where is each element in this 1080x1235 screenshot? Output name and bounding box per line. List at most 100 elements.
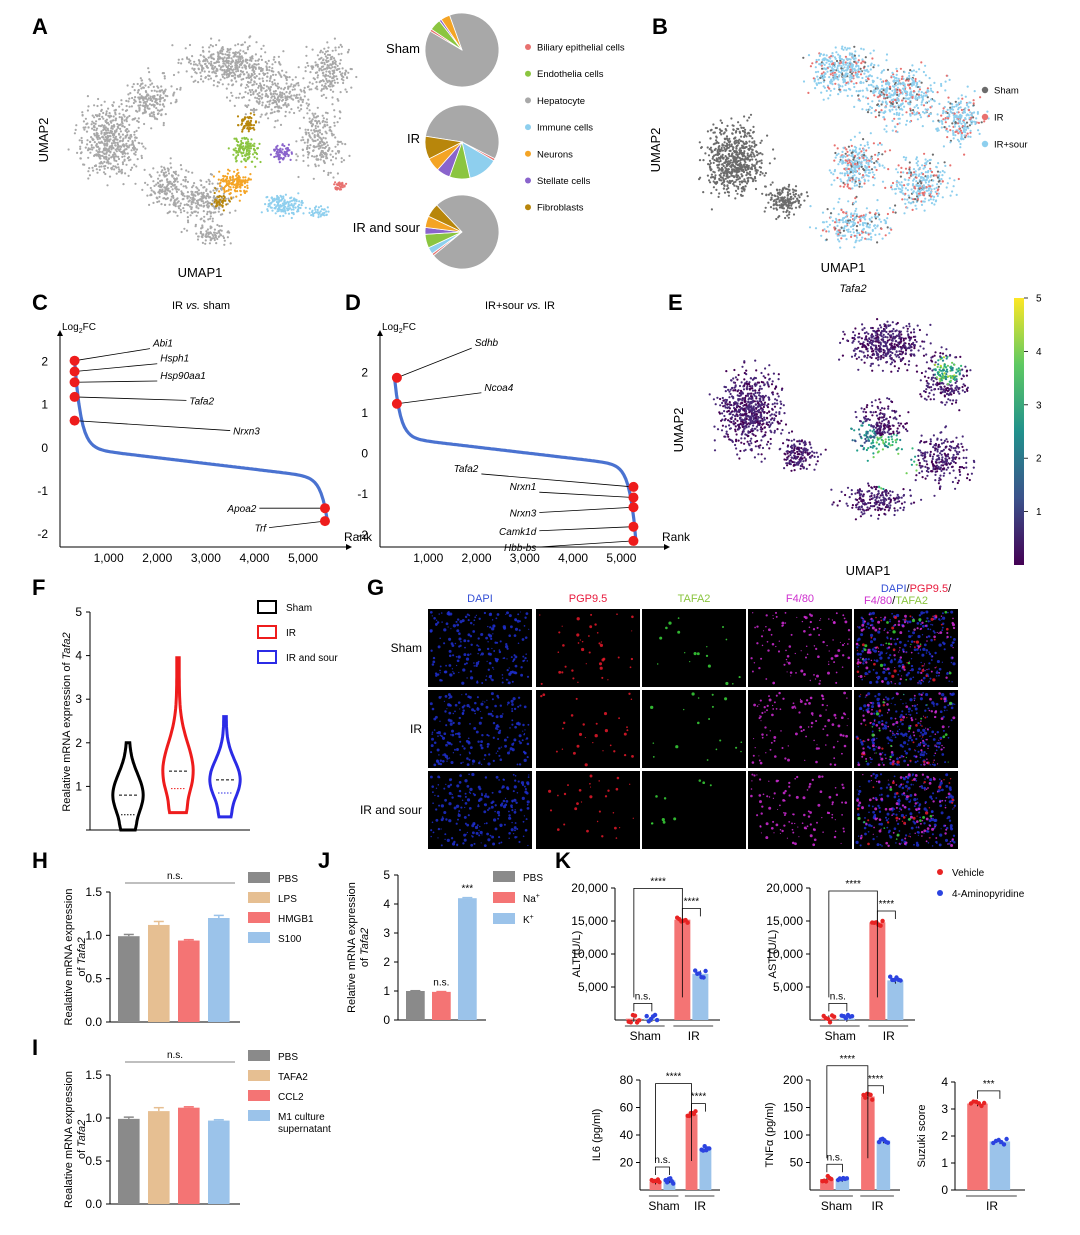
cell-neuron (222, 177, 225, 180)
cell-mixed (921, 110, 925, 114)
cell-sham (780, 203, 783, 206)
cell-hepatocyte (261, 93, 264, 96)
cell-hepatocyte (283, 92, 286, 96)
cell-hepatocyte (180, 183, 183, 186)
cell-mixed (922, 104, 926, 107)
cell-hepatocyte (154, 97, 157, 100)
cell-hepatocyte (327, 64, 330, 67)
cell-hepatocyte (217, 210, 220, 213)
cell-hepatocyte (118, 112, 121, 115)
cell-hepatocyte (297, 106, 300, 109)
cell-mixed (944, 117, 947, 120)
cell-hepatocyte (350, 86, 353, 89)
cell-hepatocyte (252, 65, 256, 68)
cell-mixed (912, 110, 916, 114)
cell-hepatocyte (150, 111, 153, 114)
cell-mixed (921, 125, 924, 128)
cell-hepatocyte (329, 88, 332, 91)
cell-hepatocyte (78, 139, 81, 142)
cell-mixed (903, 89, 906, 92)
cell-mixed (880, 103, 883, 106)
cell-hepatocyte (173, 204, 176, 207)
cell-hepatocyte (293, 94, 296, 97)
cell-hepatocyte (287, 85, 290, 88)
cell-mixed (802, 56, 805, 59)
cell-hepatocyte (317, 164, 320, 167)
cell-neuron (220, 179, 223, 182)
cell-hepatocyte (146, 194, 149, 197)
cell-mixed (940, 82, 943, 86)
cell-stellate (281, 158, 284, 161)
cell-mixed (823, 57, 826, 60)
cell-endothelia (243, 154, 247, 157)
cell-hepatocyte (325, 121, 329, 124)
panel-label-b: B (652, 14, 668, 39)
cell-hepatocyte (333, 37, 336, 40)
cell-sham (741, 180, 744, 183)
cell-hepatocyte (323, 141, 326, 144)
cell-immune (276, 194, 279, 198)
cell-hepatocyte (313, 139, 316, 142)
cell-mixed (861, 58, 864, 61)
cell-hepatocyte (168, 210, 171, 213)
cell-hepatocyte (266, 72, 269, 75)
cell-mixed (955, 114, 958, 117)
cell-hepatocyte (183, 209, 186, 213)
cell-neuron (227, 179, 230, 182)
cell-hepatocyte (107, 114, 110, 117)
cell-hepatocyte (191, 55, 194, 58)
cell-hepatocyte (201, 193, 204, 196)
cell-hepatocyte (170, 182, 173, 185)
cell-sham (734, 157, 737, 160)
cell-hepatocyte (223, 77, 226, 80)
cell-mixed (899, 104, 902, 107)
cell-fibroblast (218, 198, 221, 201)
cell-immune (264, 203, 267, 206)
cell-hepatocyte (234, 67, 237, 71)
cell-hepatocyte (159, 94, 162, 97)
cell-hepatocyte (163, 197, 166, 200)
cell-sham (709, 137, 712, 140)
cell-hepatocyte (153, 105, 156, 108)
cell-sham (735, 171, 738, 174)
cell-immune (276, 198, 279, 201)
cell-sham (704, 152, 707, 155)
cell-hepatocyte (121, 161, 124, 164)
cell-hepatocyte (155, 101, 159, 104)
cell-mixed (946, 108, 949, 111)
cell-hepatocyte (208, 50, 211, 53)
cell-sham (766, 134, 769, 137)
cell-hepatocyte (337, 46, 340, 49)
cell-sham (741, 168, 744, 171)
cell-fibroblast (215, 202, 218, 205)
cell-immune (273, 197, 276, 200)
cell-endothelia (227, 147, 230, 150)
cell-hepatocyte (125, 99, 128, 102)
cell-endothelia (246, 143, 249, 146)
cell-neuron (233, 170, 236, 173)
cell-mixed (921, 96, 924, 99)
cell-hepatocyte (244, 65, 247, 68)
cell-hepatocyte (110, 142, 114, 145)
cell-hepatocyte (325, 87, 329, 90)
cell-immune (267, 205, 270, 208)
cell-hepatocyte (99, 157, 102, 160)
cell-hepatocyte (310, 119, 313, 122)
cell-mixed (865, 69, 868, 72)
cell-hepatocyte (349, 67, 352, 71)
cell-endothelia (246, 148, 249, 151)
cell-hepatocyte (256, 97, 259, 100)
cell-hepatocyte (205, 188, 208, 191)
cell-hepatocyte (285, 82, 288, 85)
cell-hepatocyte (206, 210, 209, 214)
cell-hepatocyte (171, 192, 174, 195)
cell-hepatocyte (327, 74, 330, 77)
cell-sham (759, 141, 762, 144)
cell-hepatocyte (120, 118, 123, 121)
cell-hepatocyte (226, 54, 229, 57)
cell-mixed (857, 67, 860, 70)
pie-1 (424, 104, 500, 180)
cell-hepatocyte (157, 86, 160, 89)
cell-mixed (966, 132, 969, 135)
cell-hepatocyte (181, 194, 184, 197)
